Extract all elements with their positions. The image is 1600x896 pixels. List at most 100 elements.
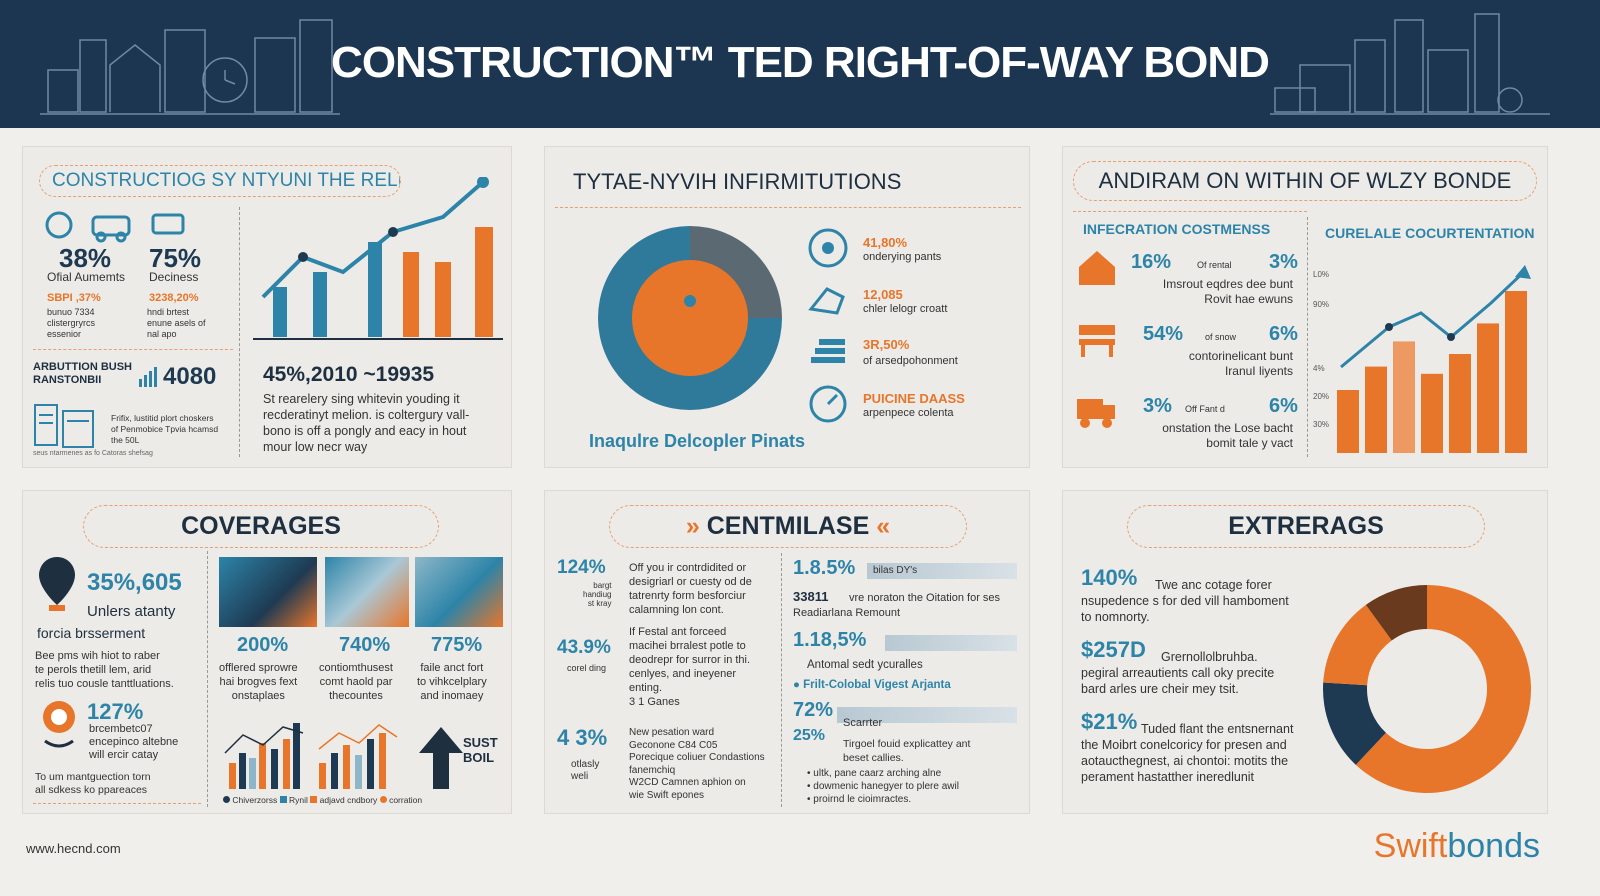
stat-label: bargt handiug st kray [583,581,612,608]
city-skyline-icon [1270,13,1550,115]
cumulative-bar-chart: L0% 90% 4% 20% 30% [1313,265,1531,453]
panel-title: TYTAE-NYVIH INFIRMITUTIONS [573,169,902,194]
row-mid: Of rental [1197,260,1232,270]
panel-infrastructure: TYTAE-NYVIH INFIRMITUTIONS 41,80% ondery… [544,146,1030,468]
side-text: Frifix, lustitid plort choskers of Penmo… [111,413,219,445]
page-title: CONSTRUCTION™ TED RIGHT-OF-WAY BOND [331,38,1270,87]
list-item: PUICINE DAASS arpenpece colenta [807,383,1017,429]
legend-swatch [279,796,287,803]
stat-label: brcembetc07 encepinco altebne will ercir… [89,723,179,761]
stack-icon [811,339,845,363]
stat-text: bunuo 7334 clistergryrcs essenior [47,307,96,339]
column-pct: 775% [431,634,483,656]
stat-tag: bilas DY's [873,565,918,576]
axis-label: 20% [1313,392,1329,401]
bar [1505,291,1527,453]
stat-value: 35%,605 [87,569,182,596]
footnote: seus ntarmenes as fo Catoras shefsag [33,450,153,457]
excavator-icon [808,287,845,315]
row-pct2: 6% [1269,395,1298,417]
stat-text: Antomal sedt ycuralles [807,659,923,671]
bottom-text: To um mantguection torn all sdkess ko pp… [35,771,151,796]
row-mid: Off Fant d [1185,404,1225,414]
coverage-image [325,557,409,627]
bullet-item: ● Frilt-Colobal Vigest Arjanta [793,679,951,691]
axis-label: 4% [1313,364,1325,373]
headline: 45%,2010 ~19935 [263,363,435,386]
column-text: faile anct fort to vihkcelplary and inom… [417,662,487,702]
coverage-image [219,557,317,627]
header-banner: CONSTRUCTION™ TED RIGHT-OF-WAY BOND [0,0,1600,128]
stat-text: New pesation ward Geconone C84 C05 Porec… [629,727,765,801]
row-text: contorinelicant bunt IranuI liyents [1188,349,1293,378]
subtitle-right: CURELALE COCURTENTATION [1325,225,1535,241]
panel-title: COVERAGES [83,505,439,548]
panel-bond-admin: ANDIRAM ON WITHIN OF WLZY BONDE INFECRAT… [1062,146,1548,468]
divider [207,551,208,807]
bar [1421,373,1443,453]
stat-value: 75% [149,243,202,273]
coverage-image [415,557,503,627]
brush-bar [885,635,1017,651]
panel-extrerags: EXTRERAGS 140% Twe anc cotage forer nsup… [1062,490,1548,814]
stat-extra: 25% [793,727,826,744]
bullet-text: proirnd le cioimractes. [813,794,912,805]
legend-swatch [379,796,387,803]
bullet-text: dowmenic hanegyer to plere awil [813,781,959,792]
legend-swatch [223,796,230,803]
stat-pct: 124% [557,557,606,578]
brush-bar [837,707,1017,723]
bullet-text: Frilt-Colobal Vigest Arjanta [803,679,951,691]
house-icon [1079,251,1115,285]
item-value: 12,085 [863,287,903,302]
subtitle-left: INFECRATION COSTMENSS [1083,221,1271,237]
divider [781,553,782,807]
divider [239,207,240,457]
side-value: 4080 [163,363,217,390]
panel-title-text: CENTMILASE [706,512,870,540]
item-value: 41,80% [863,235,908,250]
logo-part2: bonds [1447,827,1540,865]
gauge-icon [809,385,847,423]
stat-value: 38% [59,243,112,273]
subheading: forcia brsserment [37,625,146,641]
city-skyline-icon [40,19,340,115]
panel-coverages: COVERAGES 35%,605 Unlers atanty forcia b… [22,490,512,814]
stat-pct: 140% [1081,565,1138,590]
brand-logo: Swiftbonds [1374,827,1540,866]
stat-orange: SBPI ,37% [47,292,101,304]
column-text: contiomthusest comt haold par thecountes [319,662,393,702]
axis-label: L0% [1313,270,1329,279]
legend-item: adjavd cndbory [319,795,378,805]
list-item: 41,80% onderying pants [807,227,1017,273]
divider [1307,217,1308,457]
legend-swatch [310,796,318,803]
item-value: 3R,50% [863,337,910,352]
list-item: 12,085 chler lelogr croatt [807,279,1017,325]
stat-pct: 43.9% [557,637,611,658]
legend-item: Rynil [289,795,308,805]
item-label: arpenpece colenta [863,407,954,419]
bullet-list: • ultk, pane caarz arching alne • dowmen… [807,767,959,806]
divider [555,207,1021,208]
body-text: Bee pms wih hiot to raber te perols thet… [35,650,174,690]
donut-slice [598,226,782,410]
row-item: 54% of snow 6% contorinelicant bunt Iran… [1073,317,1303,383]
row-pct: 3% [1143,395,1172,417]
column-pct: 200% [237,634,289,656]
construction-growth-chart [253,177,503,340]
stat-label: Scarrter [843,717,883,729]
stat-label: Unlers atanty [87,603,176,620]
bar [1337,390,1359,453]
chart-caption: Inaqulre Delcopler Pinats [589,431,806,451]
footer-url[interactable]: www.hecnd.com [26,841,121,856]
stat-pct: 72% [793,699,834,721]
arrow-label: SUST BOIL [463,735,498,765]
location-pin-icon [39,557,75,611]
row-text: Imsrout eqdres dee bunt Rovit hae ewuns [1162,277,1293,306]
logo-part1: Swift [1373,827,1448,865]
stat-label: corel ding [567,663,607,673]
infrastructure-donut-chart [598,226,782,410]
stat-text: If Festal ant forceed macihei brralest p… [629,626,751,708]
panel-title: CONSTRUCTIOG SY NTYUNI THE RELFT OF DECA… [39,165,401,197]
